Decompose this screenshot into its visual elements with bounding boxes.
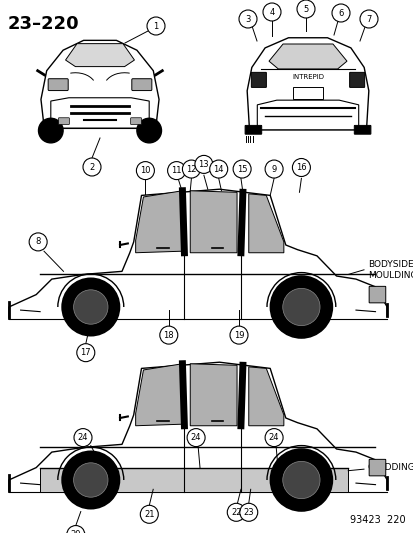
Text: 7: 7 xyxy=(366,14,371,23)
Text: 23: 23 xyxy=(243,508,254,517)
FancyBboxPatch shape xyxy=(131,79,152,91)
Circle shape xyxy=(182,160,200,178)
Circle shape xyxy=(233,160,251,178)
Text: 22: 22 xyxy=(230,508,241,517)
Circle shape xyxy=(264,160,282,178)
Circle shape xyxy=(74,429,92,447)
Circle shape xyxy=(282,288,319,326)
Polygon shape xyxy=(190,191,237,253)
Circle shape xyxy=(187,429,204,447)
Circle shape xyxy=(262,3,280,21)
Circle shape xyxy=(238,10,256,28)
Text: CLADDING: CLADDING xyxy=(367,463,413,472)
Polygon shape xyxy=(268,44,346,69)
Text: 16: 16 xyxy=(295,163,306,172)
Circle shape xyxy=(62,451,119,508)
Circle shape xyxy=(74,463,108,497)
Polygon shape xyxy=(135,191,182,253)
Circle shape xyxy=(359,10,377,28)
FancyBboxPatch shape xyxy=(368,459,385,476)
Circle shape xyxy=(147,17,165,35)
Text: INTREPID: INTREPID xyxy=(291,74,323,80)
Text: 20: 20 xyxy=(70,530,81,533)
Text: 15: 15 xyxy=(236,165,247,174)
FancyBboxPatch shape xyxy=(349,72,364,87)
Text: 2: 2 xyxy=(89,163,95,172)
Text: 10: 10 xyxy=(140,166,150,175)
Circle shape xyxy=(140,505,158,523)
FancyBboxPatch shape xyxy=(58,118,69,125)
Circle shape xyxy=(209,160,227,178)
Text: 24: 24 xyxy=(78,433,88,442)
Circle shape xyxy=(137,118,161,143)
Circle shape xyxy=(282,462,319,499)
Circle shape xyxy=(62,278,119,336)
Text: 12: 12 xyxy=(186,165,196,174)
Circle shape xyxy=(270,276,332,338)
FancyBboxPatch shape xyxy=(48,79,68,91)
Circle shape xyxy=(77,344,95,362)
Text: 14: 14 xyxy=(213,165,223,174)
Circle shape xyxy=(74,290,108,324)
Circle shape xyxy=(227,503,244,521)
Text: 13: 13 xyxy=(198,160,209,169)
Circle shape xyxy=(264,429,282,447)
Text: 17: 17 xyxy=(80,348,91,357)
FancyBboxPatch shape xyxy=(251,72,266,87)
Polygon shape xyxy=(184,467,240,492)
Circle shape xyxy=(66,526,85,533)
FancyBboxPatch shape xyxy=(293,87,322,99)
Circle shape xyxy=(83,158,101,176)
FancyBboxPatch shape xyxy=(244,125,261,134)
Text: 18: 18 xyxy=(163,330,174,340)
Circle shape xyxy=(230,326,247,344)
Polygon shape xyxy=(248,194,283,253)
Text: 93423  220: 93423 220 xyxy=(349,515,405,525)
Text: 6: 6 xyxy=(337,9,343,18)
Polygon shape xyxy=(190,364,237,426)
Polygon shape xyxy=(256,100,358,130)
Circle shape xyxy=(331,4,349,22)
Text: 23–220: 23–220 xyxy=(8,15,79,33)
Text: 4: 4 xyxy=(269,7,274,17)
Text: 1: 1 xyxy=(153,21,158,30)
Circle shape xyxy=(195,156,212,173)
Polygon shape xyxy=(240,467,347,492)
FancyBboxPatch shape xyxy=(368,286,385,303)
Circle shape xyxy=(292,158,310,176)
Circle shape xyxy=(239,503,257,521)
Circle shape xyxy=(296,0,314,18)
Circle shape xyxy=(167,161,185,180)
Text: 3: 3 xyxy=(245,14,250,23)
Text: 9: 9 xyxy=(271,165,276,174)
Text: 24: 24 xyxy=(190,433,201,442)
Text: 11: 11 xyxy=(171,166,181,175)
FancyBboxPatch shape xyxy=(354,125,370,134)
Circle shape xyxy=(136,161,154,180)
Polygon shape xyxy=(51,98,149,128)
Text: 19: 19 xyxy=(233,330,244,340)
Text: BODYSIDE
MOULDINGS: BODYSIDE MOULDINGS xyxy=(367,260,413,280)
Polygon shape xyxy=(135,364,182,426)
Polygon shape xyxy=(65,44,134,67)
Circle shape xyxy=(29,233,47,251)
Circle shape xyxy=(159,326,177,344)
Text: 8: 8 xyxy=(36,237,41,246)
FancyBboxPatch shape xyxy=(131,118,141,125)
Circle shape xyxy=(38,118,63,143)
Polygon shape xyxy=(248,367,283,426)
Text: 5: 5 xyxy=(303,4,308,13)
Circle shape xyxy=(270,449,332,511)
Polygon shape xyxy=(40,467,184,492)
Text: 21: 21 xyxy=(144,510,154,519)
Text: 24: 24 xyxy=(268,433,279,442)
